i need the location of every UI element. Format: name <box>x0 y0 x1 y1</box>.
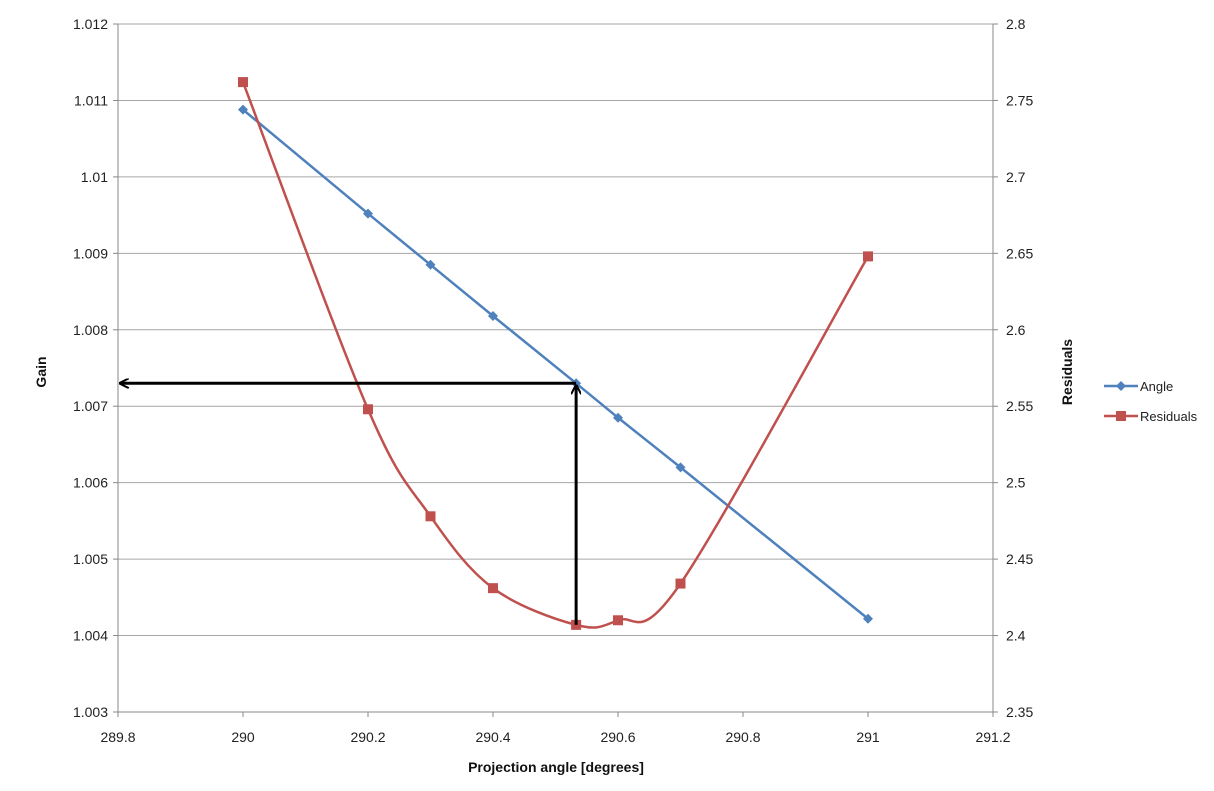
y-tick-label: 1.008 <box>73 322 108 338</box>
y2-tick-label: 2.8 <box>1006 16 1026 32</box>
x-tick-label: 291 <box>856 729 880 745</box>
data-point-angle <box>863 613 873 624</box>
series-line-residuals <box>241 81 870 629</box>
y2-tick-label: 2.7 <box>1006 169 1026 185</box>
y-tick-label: 1.009 <box>73 245 108 261</box>
y2-tick-label: 2.35 <box>1006 704 1033 720</box>
y-tick-label: 1.01 <box>81 169 108 185</box>
legend-label-residuals: Residuals <box>1140 409 1198 424</box>
data-point-residuals <box>363 404 373 415</box>
x-tick-label: 291.2 <box>975 729 1010 745</box>
legend-entry-residuals: Residuals <box>1104 409 1198 424</box>
data-point-angle <box>613 412 623 423</box>
data-point-angle <box>425 259 436 270</box>
data-point-residuals <box>425 511 436 522</box>
x-tick-label: 289.8 <box>100 729 135 745</box>
y-tick-label: 1.003 <box>73 704 108 720</box>
gridlines <box>118 23 993 713</box>
data-point-angle <box>675 462 686 473</box>
annotation-layer <box>120 383 576 625</box>
y-axis-title: Gain <box>33 356 49 387</box>
axes <box>113 23 998 717</box>
x-tick-label: 290.2 <box>350 729 385 745</box>
x-tick-label: 290.4 <box>475 729 510 745</box>
legend-marker-residuals <box>1116 411 1126 421</box>
y-tick-label: 1.005 <box>73 551 108 567</box>
y2-tick-label: 2.4 <box>1006 628 1026 644</box>
data-point-angle <box>238 104 248 115</box>
data-point-residuals <box>863 251 873 262</box>
tick-labels: 1.0031.0041.0051.0061.0071.0081.0091.011… <box>73 16 1034 745</box>
x-tick-label: 290.6 <box>600 729 635 745</box>
y2-tick-label: 2.45 <box>1006 551 1033 567</box>
y-tick-label: 1.012 <box>73 16 108 32</box>
y2-tick-label: 2.6 <box>1006 322 1026 338</box>
data-point-angle <box>363 208 373 219</box>
y2-tick-label: 2.5 <box>1006 475 1026 491</box>
data-point-residuals <box>488 583 498 594</box>
x-tick-label: 290.8 <box>725 729 760 745</box>
y-tick-label: 1.011 <box>74 92 108 108</box>
data-point-angle <box>488 311 498 322</box>
legend-label-angle: Angle <box>1140 379 1173 394</box>
y2-axis-title: Residuals <box>1059 339 1075 405</box>
y2-tick-label: 2.65 <box>1006 245 1033 261</box>
y-tick-label: 1.006 <box>73 475 108 491</box>
legend-marker-angle <box>1116 381 1126 391</box>
x-axis-title: Projection angle [degrees] <box>468 759 644 775</box>
legend: Angle Residuals <box>1104 379 1198 424</box>
y2-tick-label: 2.75 <box>1006 92 1033 108</box>
x-tick-label: 290 <box>231 729 255 745</box>
data-point-residuals <box>613 615 623 626</box>
y-tick-label: 1.004 <box>73 628 108 644</box>
y-tick-label: 1.007 <box>73 398 108 414</box>
data-point-residuals <box>238 77 248 88</box>
y2-tick-label: 2.55 <box>1006 398 1033 414</box>
series-layer <box>238 77 873 630</box>
series-line-angle <box>242 108 869 620</box>
data-point-residuals <box>675 578 686 589</box>
legend-entry-angle: Angle <box>1104 379 1173 394</box>
